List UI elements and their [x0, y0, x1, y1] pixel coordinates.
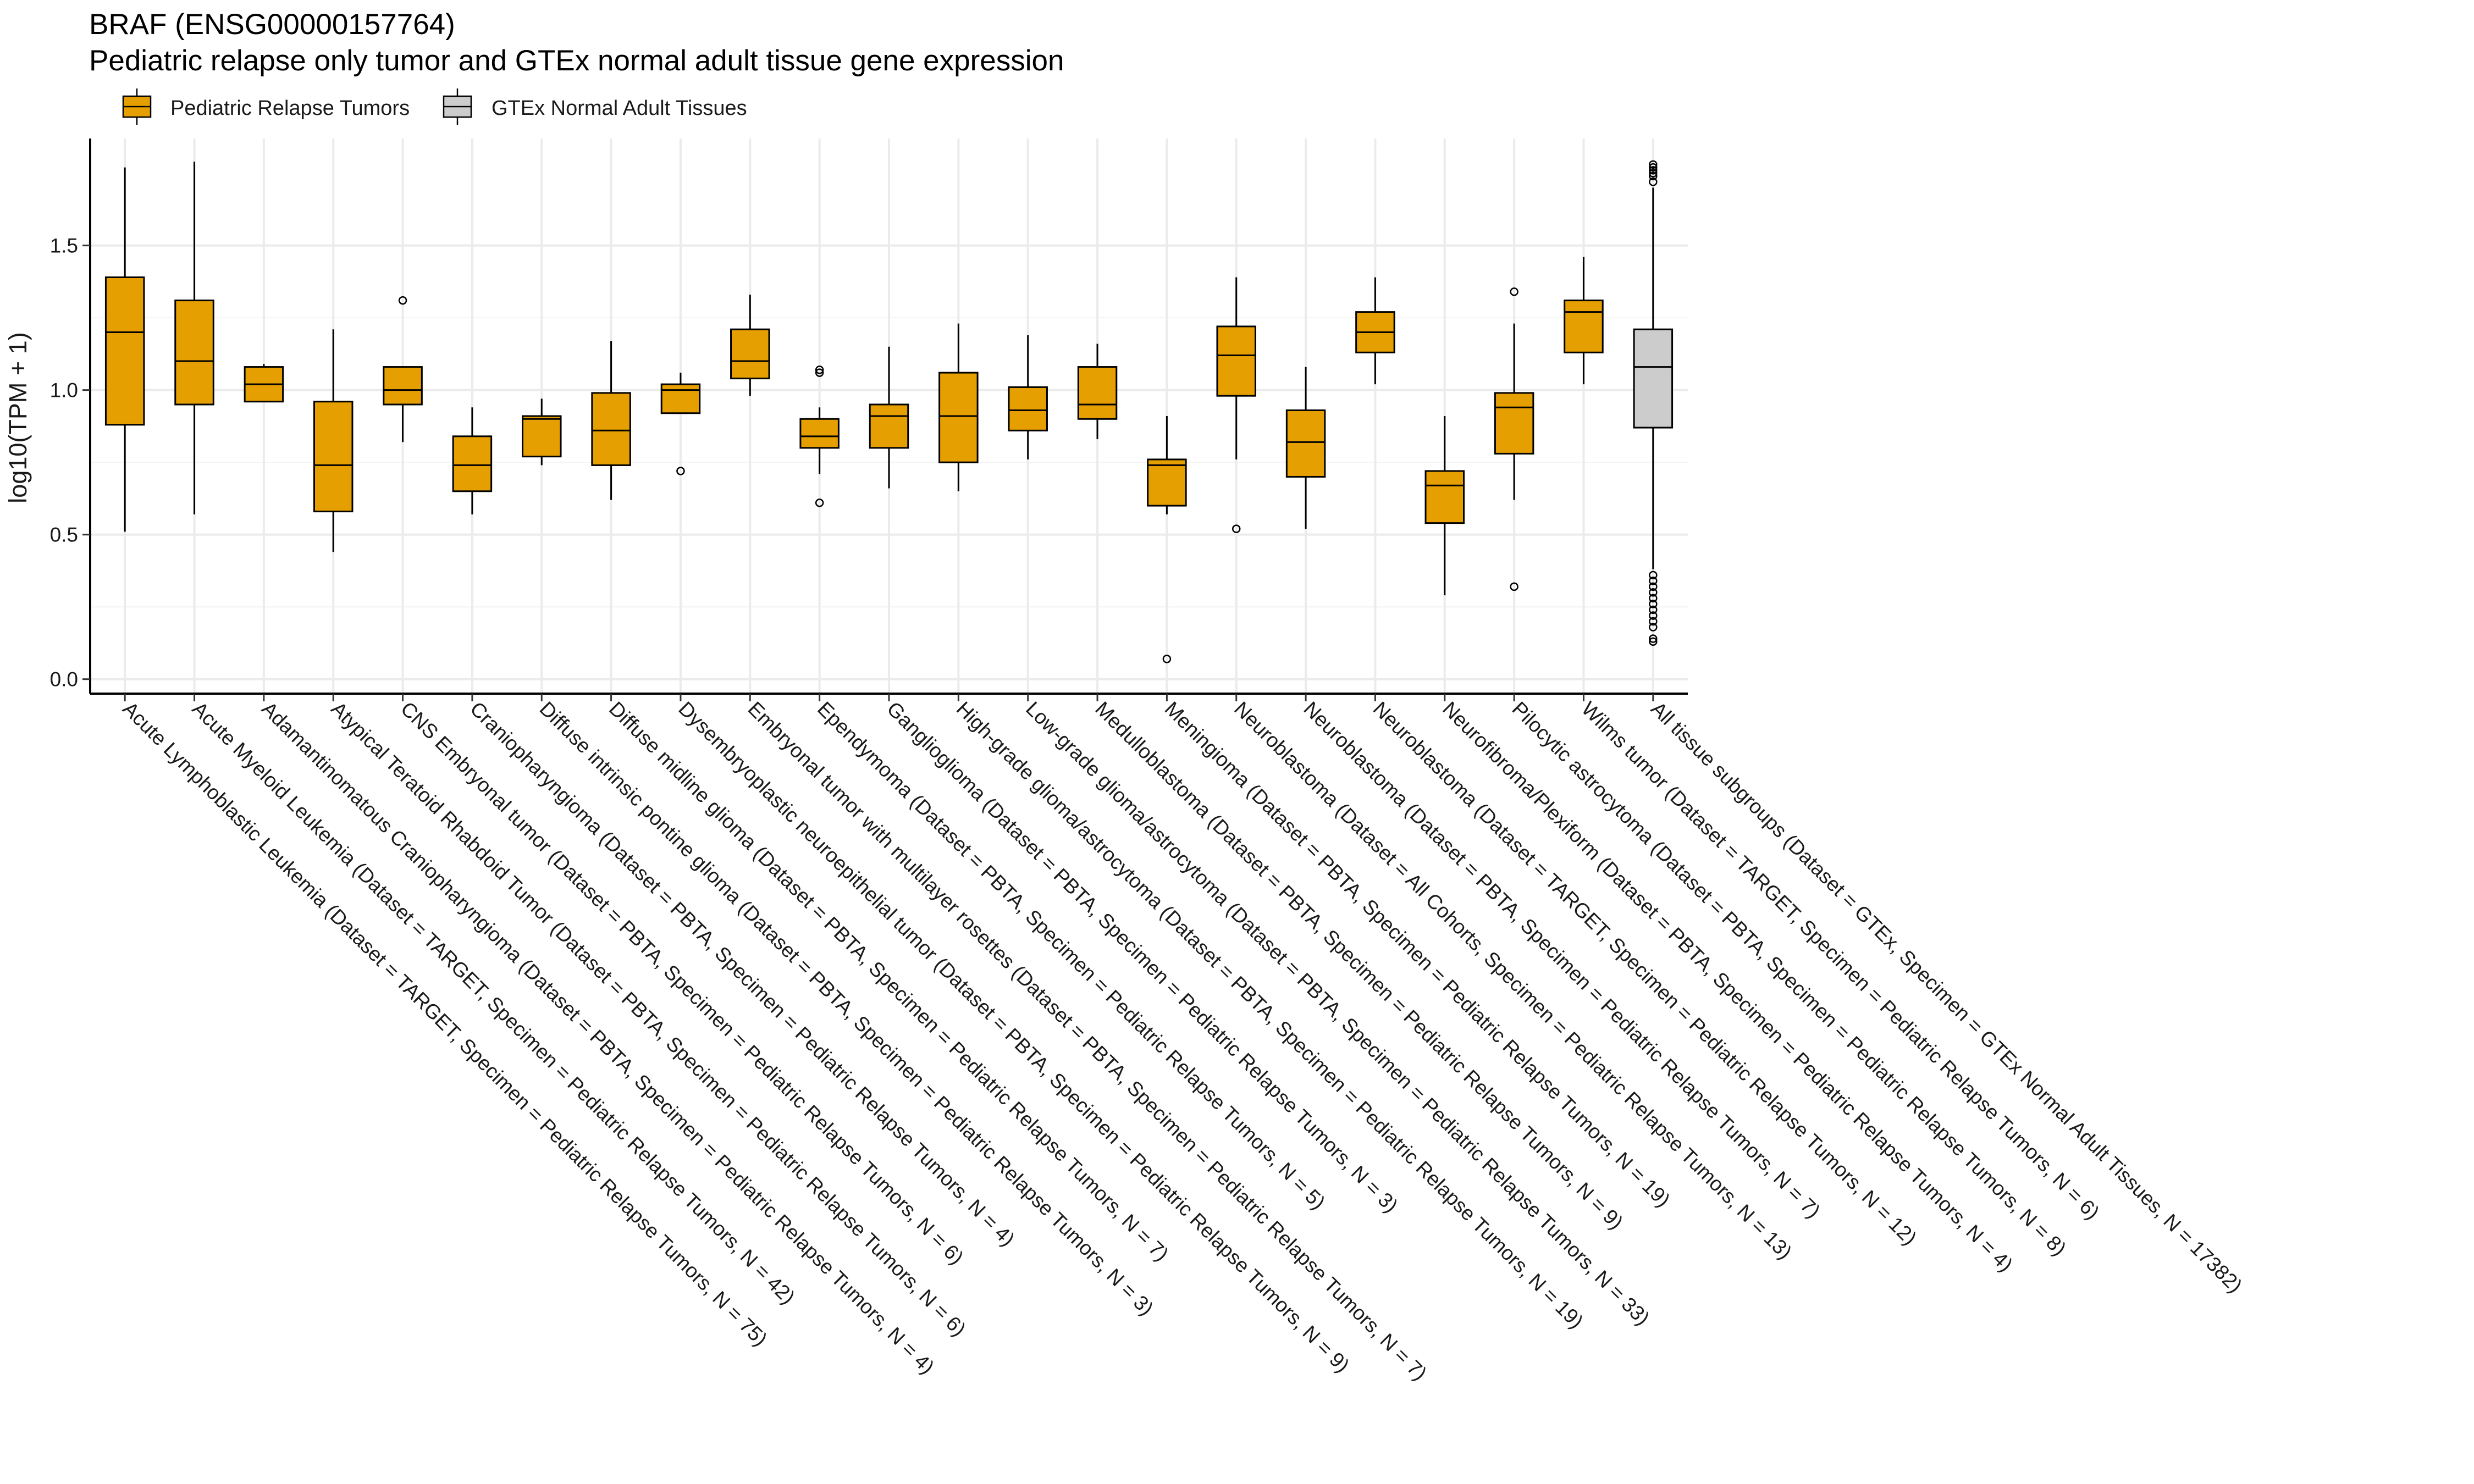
box [1216, 325, 1256, 397]
box [1564, 300, 1604, 353]
outlier-point [1510, 287, 1518, 296]
box-group [174, 162, 214, 514]
legend: Pediatric Relapse Tumors GTEx Normal Adu… [122, 88, 747, 125]
outlier-point [1649, 634, 1658, 643]
box-group [244, 364, 284, 403]
box [938, 372, 979, 463]
legend-item-tumors: Pediatric Relapse Tumors [122, 88, 410, 125]
chart-subtitle: Pediatric relapse only tumor and GTEx no… [89, 45, 1064, 77]
legend-item-gtex: GTEx Normal Adult Tissues [443, 88, 747, 125]
box [313, 401, 354, 513]
legend-label-tumors: Pediatric Relapse Tumors [170, 97, 410, 120]
box [1494, 392, 1534, 455]
box [104, 276, 145, 426]
box-group [1424, 416, 1465, 596]
box [383, 366, 423, 406]
outlier-point [1649, 600, 1658, 608]
box-group [1008, 335, 1048, 459]
outlier-point [1649, 611, 1658, 620]
y-axis-title: log10(TPM + 1) [4, 332, 32, 503]
outlier-point [1649, 571, 1658, 580]
boxes [104, 160, 1674, 663]
box-group [1285, 367, 1326, 529]
outlier-point [1649, 588, 1658, 597]
outlier-point [1649, 594, 1658, 603]
box [1008, 386, 1048, 431]
box-group [452, 407, 493, 514]
box [730, 328, 770, 380]
box-group [1633, 160, 1674, 646]
outlier-point [1162, 655, 1172, 663]
box [591, 392, 631, 466]
box-group [1564, 257, 1604, 385]
box-group [1147, 416, 1187, 663]
y-tick-label: 1.5 [50, 235, 78, 257]
box-group [104, 167, 145, 532]
box [1285, 409, 1326, 478]
box-group [660, 373, 701, 475]
y-axis: 0.0 0.5 1.0 1.5 [50, 139, 91, 694]
box-group [799, 366, 840, 507]
box [1424, 470, 1465, 524]
box-group [591, 341, 631, 500]
legend-label-gtex: GTEx Normal Adult Tissues [492, 97, 747, 120]
gridlines [90, 139, 1688, 694]
outlier-point [1649, 166, 1658, 175]
outlier-point [1649, 605, 1658, 614]
box [660, 383, 701, 414]
box [869, 403, 909, 449]
outlier-point [1649, 171, 1658, 181]
box [1633, 328, 1674, 429]
outlier-point [1649, 617, 1658, 626]
box [174, 300, 214, 406]
box-group [730, 295, 770, 396]
box-group [522, 398, 562, 466]
box-group [383, 296, 423, 442]
outlier-point [1649, 582, 1658, 591]
box-group [1077, 344, 1118, 440]
outlier-point [1649, 178, 1658, 186]
outlier-point [1232, 524, 1241, 533]
box [1077, 366, 1118, 420]
box-group [1355, 277, 1395, 385]
y-tick-label: 0.0 [50, 668, 78, 691]
outlier-point [1649, 577, 1658, 585]
outlier-point [1649, 169, 1658, 178]
box [522, 415, 562, 458]
chart-title: BRAF (ENSG00000157764) [89, 8, 455, 41]
outlier-point [1510, 582, 1518, 591]
outlier-point [815, 499, 824, 507]
box-group [1494, 287, 1534, 591]
box-group [869, 346, 909, 489]
outlier-point [815, 366, 824, 374]
box [1147, 458, 1187, 507]
outlier-point [1649, 160, 1658, 169]
box [799, 418, 840, 449]
outlier-point [1649, 623, 1658, 632]
y-tick-label: 0.5 [50, 524, 78, 546]
outlier-point [676, 467, 685, 475]
box-group [938, 323, 979, 491]
outlier-point [398, 296, 407, 305]
box-group [313, 329, 354, 552]
outlier-point [1649, 163, 1658, 172]
outlier-point [815, 368, 824, 377]
box-group [1216, 277, 1256, 533]
outlier-point [1649, 637, 1658, 646]
box [452, 435, 493, 492]
y-tick-label: 1.0 [50, 379, 78, 402]
